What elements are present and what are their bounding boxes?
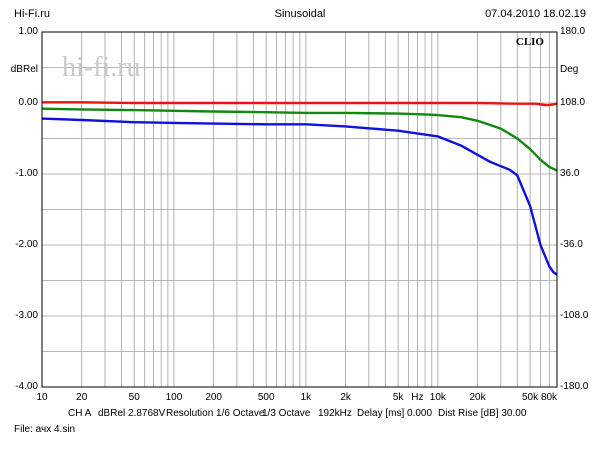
y-left-tick-label: 0.00 <box>18 97 38 108</box>
x-tick-label: 50 <box>128 392 140 403</box>
footer-rate: 192kHz <box>318 408 352 419</box>
header-timestamp: 07.04.2010 18.02.19 <box>485 8 586 20</box>
x-tick-label: 200 <box>205 392 222 403</box>
x-tick-label: 20 <box>76 392 88 403</box>
series-group <box>41 101 558 276</box>
y-right-tick-label: -36.0 <box>560 239 583 250</box>
footer-dist: Dist Rise [dB] 30.00 <box>438 408 527 419</box>
y-right-tick-label: -180.0 <box>560 381 589 392</box>
x-tick-label: 10 <box>36 392 48 403</box>
x-tick-label: 50k <box>522 392 539 403</box>
x-tick-label: 1k <box>300 392 312 403</box>
plot-frame <box>41 31 558 388</box>
x-tick-label: 100 <box>165 392 183 403</box>
y-left-tick-label: 1.00 <box>18 26 38 37</box>
y-left-tick-label: -3.00 <box>15 310 38 321</box>
y-right-tick-label: -108.0 <box>560 310 589 321</box>
x-tick-label: 2k <box>340 392 351 403</box>
y-right-tick-label: 108.0 <box>560 97 586 108</box>
series-line-red <box>42 101 558 107</box>
y-left-tick-label: -2.00 <box>15 239 38 250</box>
y-right-tick-label: 180.0 <box>560 26 586 37</box>
footer-file: File: ачх 4.sin <box>14 424 76 435</box>
header-left: Hi-Fi.ru <box>14 8 51 20</box>
series-line-blue <box>41 117 558 276</box>
clio-brand: CLIO <box>516 36 545 48</box>
footer-resolution: Resolution 1/6 Octave <box>166 408 265 419</box>
grid <box>42 32 557 387</box>
footer-channel: CH A <box>68 408 92 419</box>
footer-octave: 1/3 Octave <box>262 408 311 419</box>
watermark: hi-fi.ru <box>62 52 141 83</box>
right-axis-unit: Deg <box>560 64 579 75</box>
y-left-tick-label: -4.00 <box>15 381 38 392</box>
x-tick-label: 10k <box>429 392 446 403</box>
series-line-green <box>41 107 558 172</box>
footer-unit: dBRel 2.8768V <box>98 408 166 419</box>
x-tick-label: 5k <box>392 392 404 403</box>
x-tick-label: Hz <box>411 392 424 403</box>
y-right-tick-label: 36.0 <box>560 168 580 179</box>
header-title: Sinusoidal <box>274 8 326 20</box>
left-axis-unit: dBRel <box>10 64 38 75</box>
x-tick-label: 80k <box>540 392 558 403</box>
y-left-tick-label: -1.00 <box>15 168 38 179</box>
x-tick-label: 500 <box>257 392 275 403</box>
x-tick-label: 20k <box>469 392 486 403</box>
footer-delay: Delay [ms] 0.000 <box>357 408 433 419</box>
